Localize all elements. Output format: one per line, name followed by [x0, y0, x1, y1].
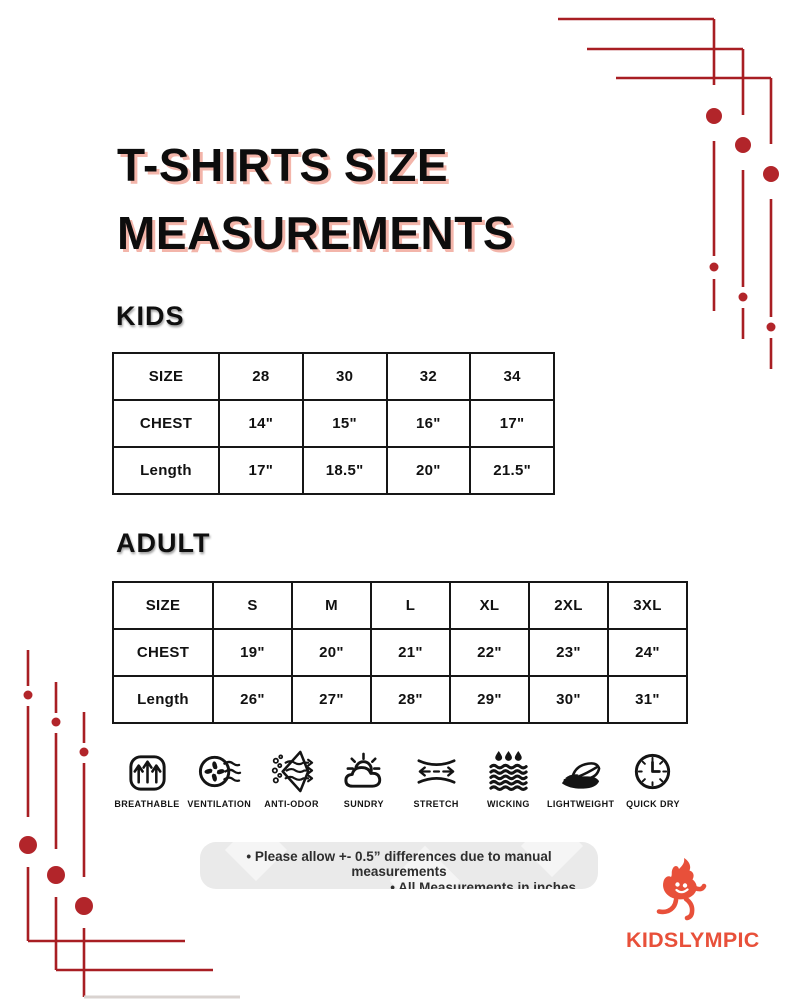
adult-size-value: 3XL — [607, 581, 688, 630]
adult-chest-value: 21" — [370, 628, 451, 677]
kids-chest-row: CHEST 14" 15" 16" 17" — [112, 399, 555, 448]
page-title: T-SHIRTS SIZE MEASUREMENTS — [117, 131, 514, 267]
feature-label: QUICK DRY — [626, 799, 680, 809]
brand-name: KIDSLYMPIC — [626, 928, 760, 952]
kids-size-value: 28 — [218, 352, 304, 401]
measurement-notes: • Please allow +- 0.5” differences due t… — [200, 842, 598, 889]
adult-size-value: M — [291, 581, 372, 630]
kids-length-value: 17" — [218, 446, 304, 495]
feature-sundry: SUNDRY — [328, 748, 400, 809]
adult-size-value: L — [370, 581, 451, 630]
quick-dry-icon — [635, 753, 671, 790]
feature-label: BREATHABLE — [114, 799, 180, 809]
kids-section-heading: KIDS — [116, 301, 185, 331]
kids-chest-value: 17" — [469, 399, 555, 448]
feature-wicking: WICKING — [472, 748, 544, 809]
adult-chest-value: 24" — [607, 628, 688, 677]
adult-length-value: 27" — [291, 675, 372, 724]
adult-chest-value: 22" — [449, 628, 530, 677]
adult-length-row: Length 26" 27" 28" 29" 30" 31" — [112, 675, 688, 724]
adult-chest-value: 23" — [528, 628, 609, 677]
adult-length-value: 29" — [449, 675, 530, 724]
feature-label: STRETCH — [413, 799, 459, 809]
adult-row-label: CHEST — [112, 628, 214, 677]
kids-row-label: Length — [112, 446, 220, 495]
feature-stretch: STRETCH — [400, 748, 472, 809]
adult-chest-row: CHEST 19" 20" 21" 22" 23" 24" — [112, 628, 688, 677]
corner-lines-decoration-top-right — [558, 17, 779, 369]
note-line-1: • Please allow +- 0.5” differences due t… — [246, 849, 552, 879]
anti-odor-icon — [271, 750, 314, 793]
page-title-line-2: MEASUREMENTS — [117, 207, 515, 259]
note-line-2: • All Measurements in inches — [390, 880, 576, 889]
adult-size-table: SIZE S M L XL 2XL 3XL CHEST 19" 20" 21" … — [112, 581, 688, 724]
feature-ventilation: VENTILATION — [183, 748, 255, 809]
breathable-icon — [128, 755, 166, 791]
kids-length-value: 18.5" — [301, 446, 388, 495]
kids-size-value: 34 — [469, 352, 555, 401]
kids-chest-value: 15" — [301, 399, 388, 448]
feature-breathable: BREATHABLE — [111, 748, 183, 809]
adult-section-heading: ADULT — [116, 528, 211, 558]
corner-lines-decoration-bottom-left — [19, 650, 240, 999]
fabric-features-row: BREATHABLE VENTILATION — [111, 748, 689, 809]
kids-size-value: 30 — [301, 352, 388, 401]
kidslympic-mascot-icon — [656, 858, 707, 921]
adult-chest-value: 20" — [291, 628, 372, 677]
lightweight-icon — [562, 762, 601, 789]
feature-label: SUNDRY — [343, 799, 384, 809]
kids-length-row: Length 17" 18.5" 20" 21.5" — [112, 446, 555, 495]
page-title-line-1: T-SHIRTS SIZE — [117, 139, 449, 191]
feature-anti-odor: ANTI-ODOR — [256, 748, 328, 809]
adult-size-value: S — [212, 581, 293, 630]
adult-length-value: 31" — [607, 675, 688, 724]
feature-quick-dry: QUICK DRY — [617, 748, 689, 809]
adult-row-label: SIZE — [112, 581, 214, 630]
feature-label: ANTI-ODOR — [264, 799, 319, 809]
feature-lightweight: LIGHTWEIGHT — [545, 748, 617, 809]
feature-label: VENTILATION — [187, 799, 252, 809]
adult-length-value: 26" — [212, 675, 293, 724]
kids-chest-value: 16" — [385, 399, 472, 448]
feature-label: WICKING — [487, 799, 530, 809]
kids-row-label: SIZE — [112, 352, 220, 401]
kids-size-row: SIZE 28 30 32 34 — [112, 352, 555, 401]
adult-length-value: 28" — [370, 675, 451, 724]
adult-chest-value: 19" — [212, 628, 293, 677]
sundry-icon — [344, 752, 382, 788]
adult-size-row: SIZE S M L XL 2XL 3XL — [112, 581, 688, 630]
kids-size-value: 32 — [385, 352, 472, 401]
kids-length-value: 21.5" — [469, 446, 555, 495]
adult-row-label: Length — [112, 675, 214, 724]
adult-length-value: 30" — [528, 675, 609, 724]
stretch-icon — [417, 759, 456, 784]
adult-size-value: XL — [449, 581, 530, 630]
kids-size-table: SIZE 28 30 32 34 CHEST 14" 15" 16" 17" L… — [112, 352, 555, 495]
wicking-icon — [489, 750, 528, 791]
ventilation-icon — [198, 755, 241, 788]
kids-row-label: CHEST — [112, 399, 220, 448]
adult-size-value: 2XL — [528, 581, 609, 630]
kids-chest-value: 14" — [218, 399, 304, 448]
kids-length-value: 20" — [385, 446, 472, 495]
feature-label: LIGHTWEIGHT — [546, 799, 615, 809]
